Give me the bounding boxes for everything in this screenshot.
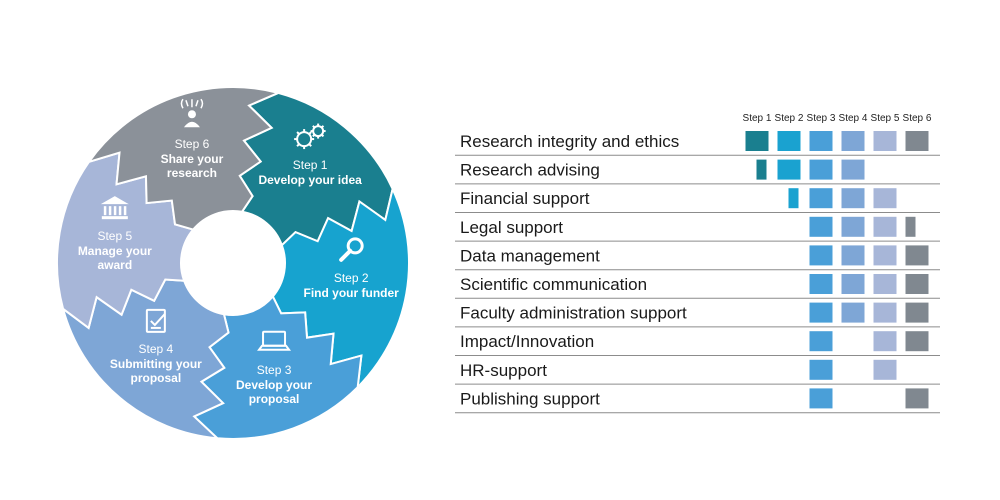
wheel-segment-3 [192,294,363,440]
row-label: Faculty administration support [460,304,687,323]
row-label: Research advising [460,161,600,180]
cell-marker [873,188,897,209]
cell-marker [809,302,833,323]
wheel-step-label: Step 4 [139,342,174,356]
row-label: Impact/Innovation [460,332,594,351]
cell-marker [873,274,897,294]
row-label: Data management [460,246,600,265]
building-icon [100,196,129,220]
column-header-step-1: Step 1 [743,113,772,124]
row-label: Scientific communication [460,275,647,294]
wheel-step-title: Develop your [236,378,312,392]
wheel-segment-4 [61,278,230,440]
cell-marker [809,331,833,352]
cell-marker [873,359,897,380]
support-matrix: Step 1 Step 2 Step 3 Step 4 Step 5 Step 6 Rese… [455,113,940,414]
wheel-center [183,213,283,313]
cell-marker [777,131,801,151]
magnifier-icon [339,237,364,262]
wheel-step-title: proposal [249,392,300,406]
person-broadcast-icon [180,98,204,128]
column-header-step-5: Step 5 [871,113,900,124]
wheel-step-label: Step 5 [97,229,132,243]
cell-marker [809,359,833,380]
wheel-step-title: proposal [131,371,182,385]
cell-marker [873,302,897,323]
cell-marker [905,274,929,294]
cell-marker [841,245,865,266]
cell-marker [905,131,929,151]
column-header-step-2: Step 2 [775,113,804,124]
wheel-segment-5 [56,151,195,330]
wheel-step-title: Share your [161,152,224,166]
cell-marker [809,388,833,409]
cell-marker [756,159,767,180]
wheel-step-title: Submitting your [110,357,202,371]
cell-marker [873,245,897,266]
cell-marker [873,216,897,237]
wheel-step-label: Step 2 [334,271,369,285]
cell-marker [873,331,897,352]
row-label: Publishing support [460,389,600,408]
cell-marker [873,131,897,151]
cell-marker [905,388,929,409]
wheel-segment-2 [271,185,410,390]
wheel-step-title: award [97,258,132,272]
wheel-step-title: Find your funder [304,286,400,300]
cell-marker [777,159,801,180]
column-header-step-3: Step 3 [807,113,836,124]
cell-marker [841,274,865,294]
wheel-step-label: Step 1 [293,158,328,172]
cell-marker [905,302,929,323]
cell-marker [905,331,929,352]
cell-marker [841,188,865,209]
cell-marker [841,131,865,151]
wheel-segment-6 [86,86,282,231]
cell-marker [809,245,833,266]
row-label: Legal support [460,218,563,237]
cell-marker [841,159,865,180]
wheel-step-title: Manage your [78,244,152,258]
column-header-step-6: Step 6 [903,113,932,124]
wheel-step-title: Develop your idea [258,173,362,187]
cell-marker [905,216,916,237]
cell-marker [809,131,833,151]
cell-marker [905,245,929,266]
wheel-step-title: research [167,166,217,180]
cell-marker [841,216,865,237]
cell-marker [788,188,799,209]
cell-marker [809,159,833,180]
row-label: Research integrity and ethics [460,132,679,151]
gears-icon [294,123,326,150]
wheel-step-label: Step 6 [175,137,210,151]
column-header-step-4: Step 4 [839,113,868,124]
cell-marker [809,216,833,237]
cell-marker [809,274,833,294]
wheel-step-label: Step 3 [257,363,292,377]
checklist-icon [145,308,166,333]
laptop-icon [257,330,292,351]
cell-marker [809,188,833,209]
row-label: Financial support [460,189,590,208]
cell-marker [841,302,865,323]
cell-marker [745,131,769,151]
row-label: HR-support [460,361,547,380]
